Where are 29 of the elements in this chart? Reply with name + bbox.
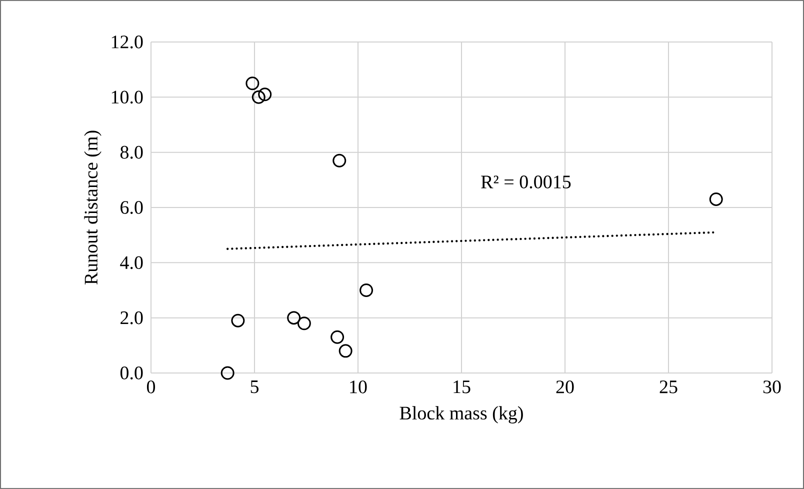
x-tick-label: 25: [660, 380, 678, 394]
point: [252, 90, 266, 104]
y-tick-label: 6.0: [120, 201, 143, 214]
y-axis-title: Runout distance (m): [84, 130, 102, 285]
y-tick-label: 0.0: [120, 366, 143, 380]
x-axis-title: Block mass (kg): [400, 406, 523, 424]
point: [360, 283, 374, 297]
point: [330, 330, 344, 344]
y-tick-label: 10.0: [112, 90, 143, 104]
x-tick-label: 10: [350, 380, 367, 394]
y-tick-label: 4.0: [120, 256, 143, 270]
y-tick-label: 2.0: [120, 311, 143, 324]
x-tick-label: 0: [146, 380, 156, 394]
x-tick-label: 5: [250, 380, 259, 394]
y-tick-label: 12.0: [112, 36, 143, 48]
point: [338, 344, 352, 358]
point: [246, 76, 260, 90]
point: [709, 192, 723, 206]
y-tick-label: 8.0: [120, 146, 143, 159]
point: [258, 88, 272, 102]
x-tick-label: 15: [454, 380, 470, 394]
point: [220, 366, 234, 380]
x-tick-label: 20: [556, 380, 574, 394]
point: [287, 311, 301, 325]
x-tick-label: 30: [763, 380, 781, 394]
point: [231, 314, 245, 328]
annotation: R² = 0.0015: [481, 176, 571, 188]
point: [332, 154, 346, 168]
point: [297, 316, 311, 330]
